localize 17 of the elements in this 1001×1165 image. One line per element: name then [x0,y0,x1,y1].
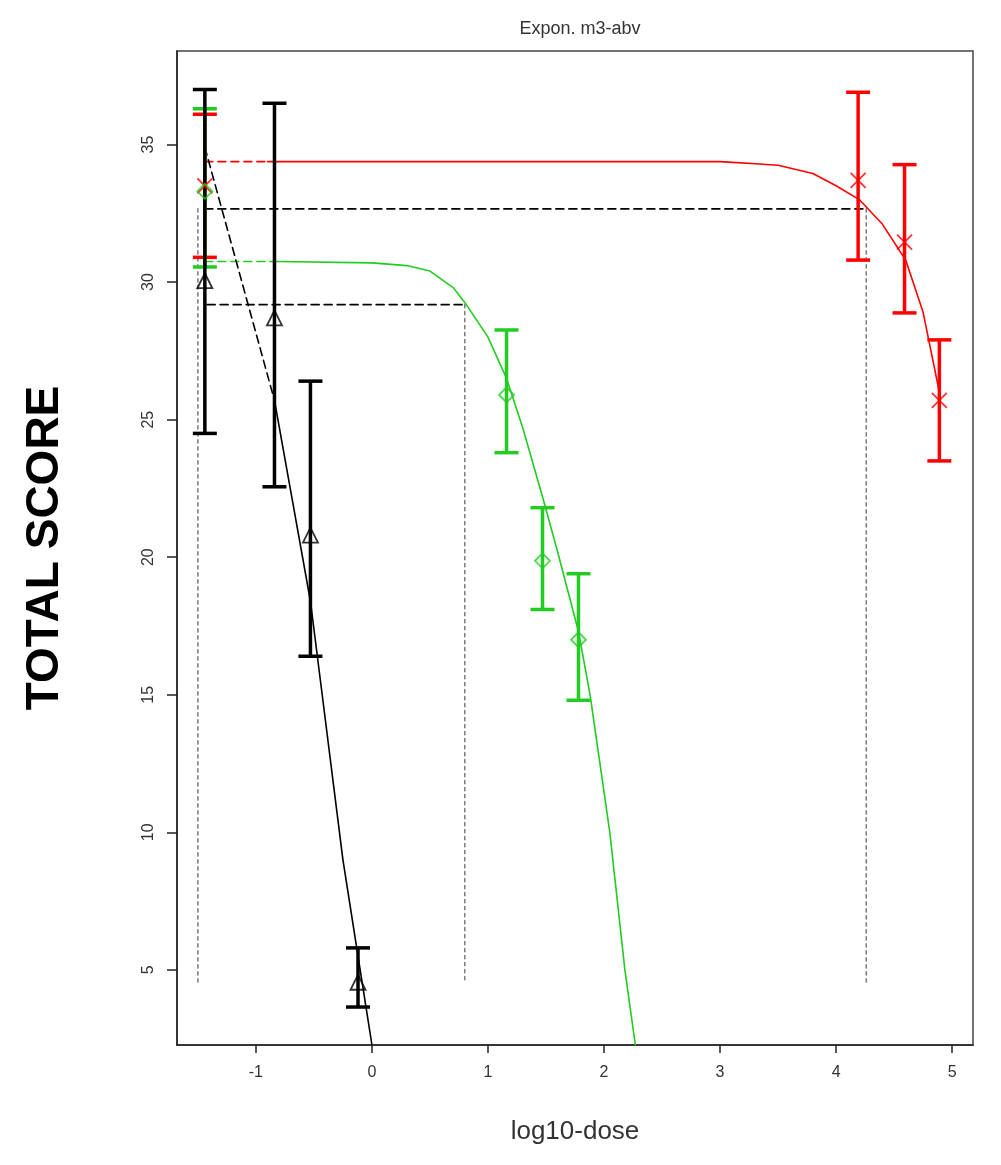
y-tick-label: 15 [138,685,156,704]
x-tick-label: 0 [367,1062,377,1080]
y-tick-label: 30 [138,273,156,291]
y-tick-label: 35 [138,135,156,154]
y-tick-label: 10 [138,823,156,842]
chart-title: Expon. m3-abv [519,18,641,38]
x-tick-label: 1 [483,1062,493,1080]
y-axis-title: TOTAL SCORE [16,385,68,711]
x-tick-label: -1 [248,1062,264,1080]
y-tick-label: 20 [138,548,156,567]
x-tick-label: 3 [715,1062,725,1080]
x-tick-label: 4 [831,1062,841,1080]
y-tick-label: 5 [138,965,156,975]
x-axis-title: log10-dose [510,1115,640,1145]
x-tick-label: 2 [599,1062,609,1080]
y-tick-label: 25 [138,410,156,429]
x-tick-label: 5 [947,1062,957,1080]
